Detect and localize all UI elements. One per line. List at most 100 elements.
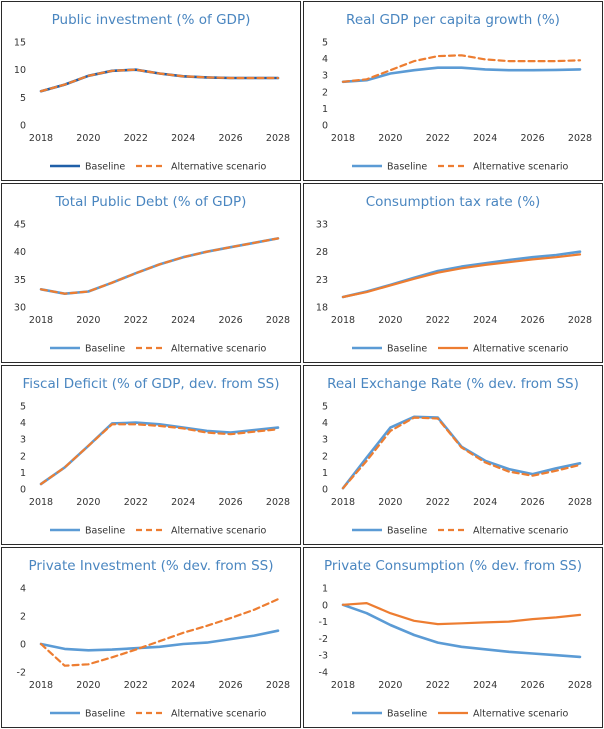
x-tick-label: 2026 bbox=[219, 133, 243, 144]
y-tick-label: 4 bbox=[20, 584, 26, 595]
chart-panel-2: Real GDP per capita growth (%) 0 1 2 3 4 5 2018… bbox=[303, 1, 603, 181]
y-tick-label: 3 bbox=[322, 71, 328, 82]
legend-label-alternative: Alternative scenario bbox=[473, 709, 569, 720]
y-tick-label: 0 bbox=[322, 485, 328, 496]
x-tick-label: 2028 bbox=[568, 497, 592, 508]
series-line-alternative bbox=[39, 423, 280, 486]
x-tick-label: 2024 bbox=[473, 680, 497, 691]
chart-svg: Real GDP per capita growth (%) 0 1 2 3 4 5 2018… bbox=[322, 12, 592, 173]
x-tick-label: 2026 bbox=[521, 680, 545, 691]
series-line-alternative bbox=[341, 54, 582, 83]
chart-title: Real GDP per capita growth (%) bbox=[346, 12, 560, 28]
x-tick-label: 2022 bbox=[124, 133, 148, 144]
x-tick-label: 2024 bbox=[171, 315, 195, 326]
y-tick-label: 45 bbox=[14, 220, 26, 231]
x-tick-label: 2020 bbox=[76, 315, 100, 326]
y-tick-label: 40 bbox=[14, 247, 26, 258]
chart-title: Public investment (% of GDP) bbox=[52, 12, 251, 28]
x-tick-label: 2020 bbox=[378, 497, 402, 508]
legend-label-baseline: Baseline bbox=[85, 709, 125, 720]
legend-label-alternative: Alternative scenario bbox=[473, 526, 569, 537]
x-tick-label: 2018 bbox=[331, 315, 355, 326]
y-tick-label: 2 bbox=[20, 451, 26, 462]
chart-panel-8: Private Consumption (% dev. from SS) -4 -3… bbox=[303, 547, 603, 728]
y-tick-label: 2 bbox=[20, 612, 26, 623]
y-tick-label: 10 bbox=[14, 65, 26, 76]
y-tick-label: 35 bbox=[14, 275, 26, 286]
y-tick-label: 15 bbox=[14, 38, 26, 49]
series-line-alternative bbox=[39, 68, 280, 93]
legend-label-alternative: Alternative scenario bbox=[171, 344, 267, 355]
chart-title: Consumption tax rate (%) bbox=[366, 194, 541, 210]
series-line-baseline bbox=[39, 421, 280, 486]
x-tick-label: 2028 bbox=[266, 315, 290, 326]
y-tick-label: 2 bbox=[322, 451, 328, 462]
y-tick-label: 3 bbox=[20, 435, 26, 446]
chart-title: Total Public Debt (% of GDP) bbox=[55, 194, 247, 210]
series-line-baseline bbox=[341, 66, 582, 84]
x-tick-label: 2022 bbox=[426, 497, 450, 508]
series-line-baseline bbox=[39, 237, 280, 295]
y-tick-label: 30 bbox=[14, 303, 26, 314]
x-tick-label: 2022 bbox=[426, 315, 450, 326]
x-tick-label: 2020 bbox=[378, 133, 402, 144]
legend-label-baseline: Baseline bbox=[85, 344, 125, 355]
chart-panel-6: Real Exchange Rate (% dev. from SS) 0 1 2 3 4… bbox=[303, 365, 603, 545]
y-tick-label: 0 bbox=[20, 485, 26, 496]
x-tick-label: 2028 bbox=[568, 680, 592, 691]
chart-svg: Consumption tax rate (%) 18 23 28 33 2018 2020… bbox=[316, 194, 592, 355]
chart-svg: Public investment (% of GDP) 0 5 10 15 2018 20… bbox=[14, 12, 290, 173]
legend-label-alternative: Alternative scenario bbox=[473, 162, 569, 173]
y-tick-label: 5 bbox=[322, 38, 328, 49]
x-tick-label: 2022 bbox=[124, 497, 148, 508]
chart-svg: Real Exchange Rate (% dev. from SS) 0 1 2 3 4… bbox=[322, 376, 592, 537]
y-tick-label: 4 bbox=[322, 54, 328, 65]
x-tick-label: 2026 bbox=[521, 497, 545, 508]
x-tick-label: 2028 bbox=[266, 680, 290, 691]
legend-label-baseline: Baseline bbox=[387, 526, 427, 537]
y-tick-label: 23 bbox=[316, 275, 328, 286]
chart-svg: Fiscal Deficit (% of GDP, dev. from SS) 0… bbox=[20, 376, 290, 537]
x-tick-label: 2028 bbox=[568, 133, 592, 144]
x-tick-label: 2018 bbox=[29, 680, 53, 691]
x-tick-label: 2018 bbox=[29, 133, 53, 144]
x-tick-label: 2026 bbox=[219, 497, 243, 508]
y-tick-label: 4 bbox=[20, 418, 26, 429]
x-tick-label: 2024 bbox=[171, 133, 195, 144]
legend-label-alternative: Alternative scenario bbox=[171, 709, 267, 720]
y-tick-label: 0 bbox=[322, 121, 328, 132]
x-tick-label: 2018 bbox=[331, 497, 355, 508]
chart-title: Fiscal Deficit (% of GDP, dev. from SS) bbox=[22, 376, 279, 392]
y-tick-label: 28 bbox=[316, 247, 328, 258]
y-tick-label: 33 bbox=[316, 220, 328, 231]
y-tick-label: -4 bbox=[319, 668, 328, 679]
y-tick-label: 5 bbox=[20, 402, 26, 413]
legend-label-alternative: Alternative scenario bbox=[473, 344, 569, 355]
legend-label-alternative: Alternative scenario bbox=[171, 526, 267, 537]
y-tick-label: 18 bbox=[316, 303, 328, 314]
y-tick-label: 1 bbox=[322, 584, 328, 595]
series-line-alternative bbox=[39, 598, 280, 667]
x-tick-label: 2020 bbox=[76, 680, 100, 691]
legend-label-alternative: Alternative scenario bbox=[171, 162, 267, 173]
chart-svg: Private Consumption (% dev. from SS) -4 -3… bbox=[319, 558, 593, 720]
chart-panel-7: Private Investment (% dev. from SS) -2 0 2 4… bbox=[1, 547, 301, 728]
x-tick-label: 2024 bbox=[171, 680, 195, 691]
y-tick-label: -2 bbox=[17, 668, 26, 679]
y-tick-label: 0 bbox=[20, 640, 26, 651]
x-tick-label: 2022 bbox=[426, 680, 450, 691]
series-line-alternative bbox=[341, 601, 582, 626]
x-tick-label: 2020 bbox=[76, 497, 100, 508]
chart-panel-4: Consumption tax rate (%) 18 23 28 33 2018 2020… bbox=[303, 183, 603, 363]
x-tick-label: 2020 bbox=[76, 133, 100, 144]
chart-title: Private Investment (% dev. from SS) bbox=[28, 558, 273, 574]
chart-panel-3: Total Public Debt (% of GDP) 30 35 40 45 2018… bbox=[1, 183, 301, 363]
y-tick-label: -1 bbox=[319, 617, 328, 628]
x-tick-label: 2020 bbox=[378, 315, 402, 326]
x-tick-label: 2018 bbox=[331, 680, 355, 691]
chart-svg: Private Investment (% dev. from SS) -2 0 2 4… bbox=[17, 558, 291, 720]
x-tick-label: 2024 bbox=[473, 497, 497, 508]
y-tick-label: 1 bbox=[322, 104, 328, 115]
chart-title: Real Exchange Rate (% dev. from SS) bbox=[327, 376, 579, 392]
